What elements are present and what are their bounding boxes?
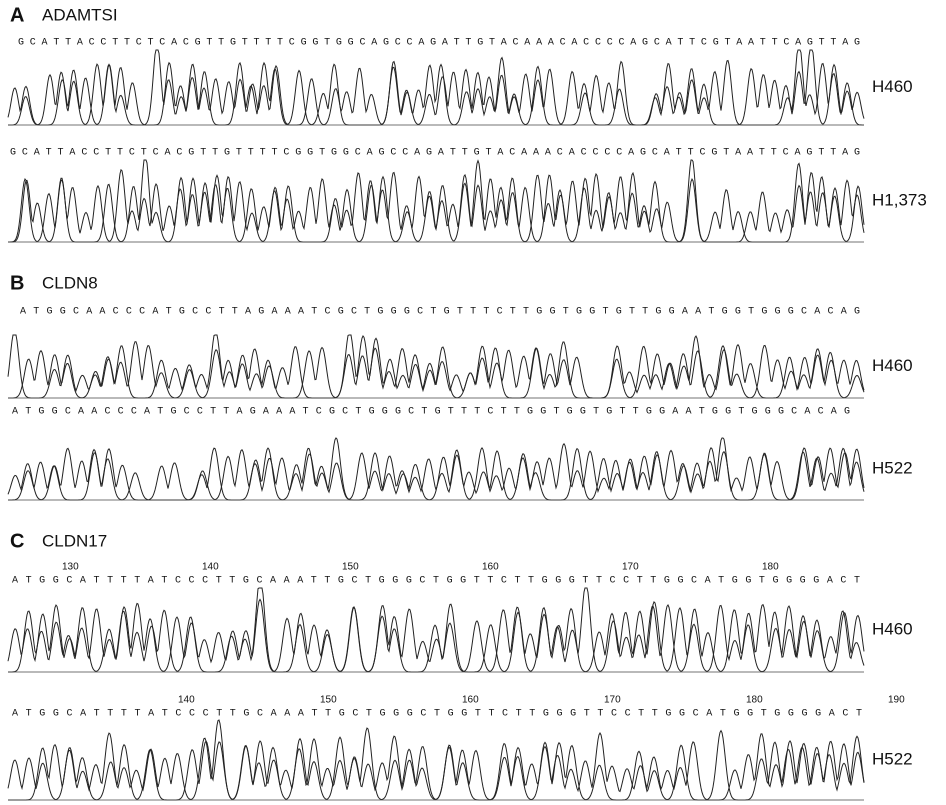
- position-number: 140: [178, 695, 195, 706]
- chromatogram-trace: [7, 587, 865, 673]
- position-number: 170: [604, 695, 621, 706]
- position-number: 150: [342, 562, 359, 573]
- panel-letter: B: [10, 272, 24, 294]
- chromatogram-trace: [7, 719, 865, 801]
- sequence: GCATTACCTTCTCACGTTGTTTTCGGTGGCAGCCAGATTG…: [10, 148, 860, 159]
- position-number: 160: [482, 562, 499, 573]
- sample-label: H460: [872, 356, 913, 375]
- chromatogram-trace: [8, 162, 865, 243]
- gene-name: CLDN17: [42, 531, 107, 550]
- sample-label: H522: [872, 458, 913, 477]
- position-number: 160: [462, 695, 479, 706]
- position-number: 180: [762, 562, 779, 573]
- position-number: 170: [622, 562, 639, 573]
- chromatogram-trace: [7, 334, 865, 399]
- sequence: ATGGCAACCCATGCCTTAGAAATCGCTGGGCTGTTTCTTG…: [20, 307, 860, 318]
- chromatogram-trace: [8, 442, 865, 501]
- sample-label: H522: [872, 749, 913, 768]
- position-number: 150: [320, 695, 337, 706]
- sample-label: H460: [872, 619, 913, 638]
- chromatogram-trace: [8, 334, 865, 399]
- sequence: ATGGCATTTTATCCCTTGCAAATTGCTGGGCTGGTTCTTG…: [12, 576, 860, 587]
- gene-name: CLDN8: [42, 273, 98, 292]
- panel-letter: C: [10, 530, 24, 552]
- panel-letter: A: [10, 4, 24, 26]
- chromatogram-trace: [7, 49, 864, 126]
- sample-label: H1,373: [872, 190, 927, 209]
- chromatogram-trace: [8, 729, 865, 801]
- sequence: GCATTACCTTCTCACGTTGTTTTCGGTGGCAGCCAGATTG…: [18, 38, 860, 49]
- chromatogram-trace: [8, 587, 865, 673]
- position-number: 190: [888, 695, 905, 706]
- position-number: 180: [746, 695, 763, 706]
- position-number: 140: [202, 562, 219, 573]
- position-number: 130: [62, 562, 79, 573]
- sequence: ATGGCAACCCATGCCTTAGAAATCGCTGGGCTGTTTCTTG…: [12, 407, 850, 418]
- sequence: ATGGCATTTTATCCCTTGCAAATTGCTGGGCTGGTTCTTG…: [12, 709, 862, 720]
- chromatogram-trace: [8, 49, 865, 126]
- sample-label: H460: [872, 77, 913, 96]
- gene-name: ADAMTSI: [42, 5, 118, 24]
